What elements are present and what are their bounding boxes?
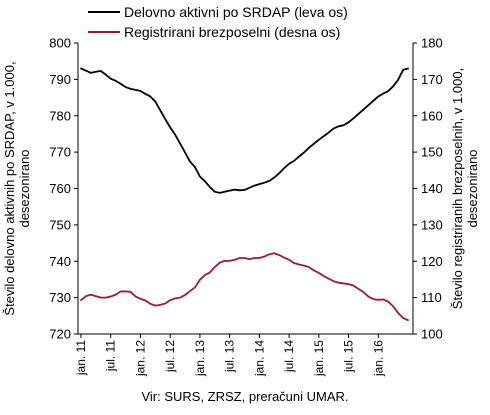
right-tick-label: 120: [421, 254, 443, 269]
right-tick-label: 130: [421, 217, 443, 232]
x-tick-label: jan. 14: [252, 340, 266, 377]
right-axis-title-line: desezonirano: [465, 149, 480, 227]
right-tick-label: 170: [421, 72, 443, 87]
left-axis-title-line: Število delovno aktivnih po SRDAP, v 1.0…: [2, 61, 17, 315]
series-line-unemployed: [80, 252, 409, 322]
legend: Delovno aktivni po SRDAP (leva os) Regist…: [88, 4, 348, 40]
series-line-employed: [80, 67, 409, 194]
x-tick-label: jan. 13: [193, 340, 207, 377]
axis-labels: Število delovno aktivnih po SRDAP, v 1.0…: [2, 61, 480, 315]
x-tick-label: jan. 11: [74, 340, 88, 376]
left-axis-title-line: desezonirano: [17, 149, 32, 227]
left-tick-label: 800: [49, 36, 71, 51]
source-note: Vir: SURS, ZRSZ, preračuni UMAR.: [141, 389, 348, 404]
legend-label: Registrirani brezposelni (desna os): [124, 24, 340, 40]
left-tick-label: 780: [49, 108, 71, 123]
x-tick-label: jan. 15: [312, 340, 326, 377]
right-axis-ticks: 100 110 120 130 140 150 160 170 180: [413, 36, 443, 342]
x-tick-label: jan. 12: [133, 340, 147, 377]
x-tick-label: jul. 11: [104, 340, 118, 372]
left-tick-label: 790: [49, 72, 71, 87]
left-axis-ticks: 720 730 740 750 760 770 780 790 800: [49, 36, 78, 342]
left-tick-label: 740: [49, 254, 71, 269]
x-tick-label: jul. 15: [342, 340, 356, 373]
right-tick-label: 160: [421, 108, 443, 123]
x-tick-label: jul. 12: [163, 340, 177, 373]
right-axis-title: Število registriranih brezposelnih, v 1.…: [450, 68, 480, 309]
left-tick-label: 720: [49, 327, 71, 342]
x-axis-ticks: jan. 11 jul. 11 jan. 12 jul. 12 jan. 13 jul. …: [74, 334, 385, 377]
right-tick-label: 110: [421, 290, 442, 305]
x-tick-label: jul. 14: [282, 340, 296, 373]
right-axis-title-line: Število registriranih brezposelnih, v 1.…: [450, 68, 465, 309]
left-tick-label: 760: [49, 181, 71, 196]
right-tick-label: 150: [421, 145, 443, 160]
right-tick-label: 180: [421, 36, 443, 51]
left-tick-label: 750: [49, 217, 71, 232]
x-tick-label: jan. 16: [371, 340, 385, 377]
plot-frame: [77, 43, 414, 335]
series-lines: [80, 67, 409, 322]
right-tick-label: 100: [421, 327, 443, 342]
left-tick-label: 770: [49, 145, 71, 160]
legend-label: Delovno aktivni po SRDAP (leva os): [124, 4, 348, 20]
left-axis-title: Število delovno aktivnih po SRDAP, v 1.0…: [2, 61, 32, 315]
x-tick-label: jul. 13: [223, 340, 237, 373]
left-tick-label: 730: [49, 290, 71, 305]
right-tick-label: 140: [421, 181, 443, 196]
